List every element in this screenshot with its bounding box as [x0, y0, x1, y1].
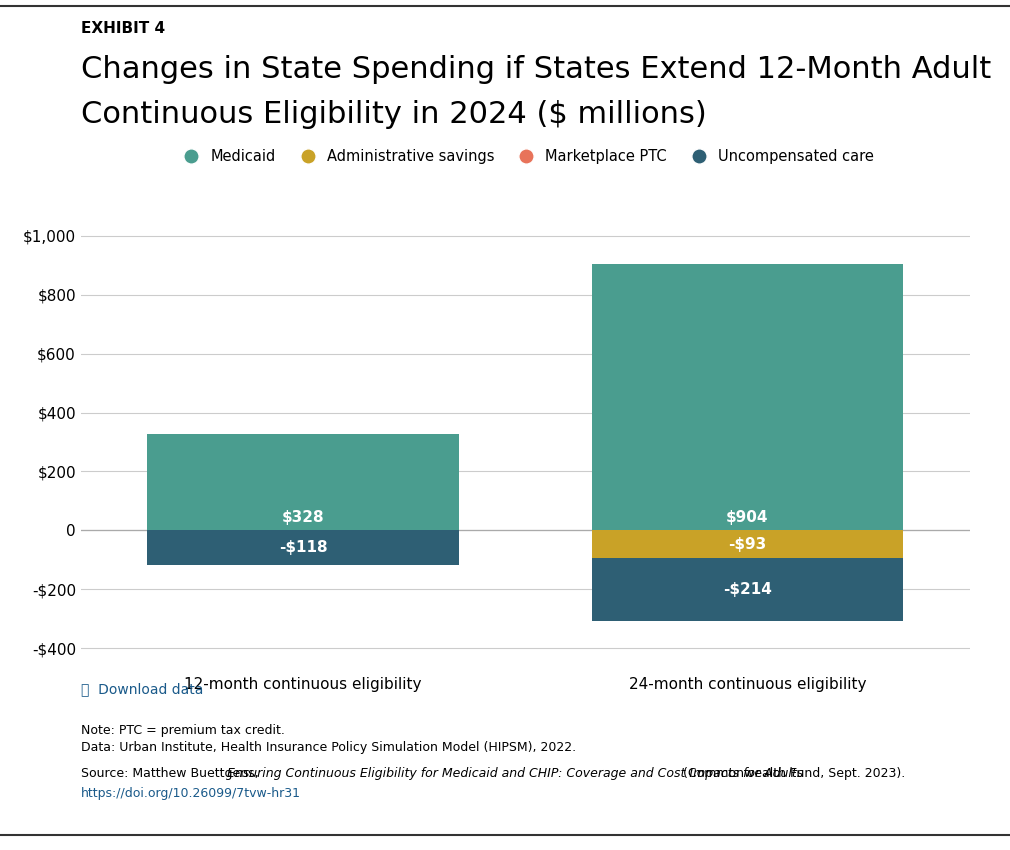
Text: ⤓  Download data: ⤓ Download data: [81, 683, 203, 696]
Text: -$214: -$214: [723, 582, 772, 597]
Text: -$118: -$118: [279, 541, 327, 555]
Text: Continuous Eligibility in 2024 ($ millions): Continuous Eligibility in 2024 ($ millio…: [81, 100, 707, 129]
Text: Data: Urban Institute, Health Insurance Policy Simulation Model (HIPSM), 2022.: Data: Urban Institute, Health Insurance …: [81, 741, 576, 754]
Bar: [147, 434, 459, 530]
Text: https://doi.org/10.26099/7tvw-hr31: https://doi.org/10.26099/7tvw-hr31: [81, 787, 301, 800]
Text: Source: Matthew Buettgens,: Source: Matthew Buettgens,: [81, 767, 263, 779]
Text: $904: $904: [726, 509, 769, 524]
Bar: [592, 558, 903, 620]
Text: $328: $328: [282, 509, 324, 524]
Text: (Commonwealth Fund, Sept. 2023).: (Commonwealth Fund, Sept. 2023).: [679, 767, 905, 779]
Bar: [147, 530, 459, 565]
Bar: [592, 530, 903, 558]
Text: EXHIBIT 4: EXHIBIT 4: [81, 21, 165, 37]
Text: Changes in State Spending if States Extend 12-Month Adult: Changes in State Spending if States Exte…: [81, 55, 991, 84]
Text: -$93: -$93: [728, 536, 767, 552]
Legend: Medicaid, Administrative savings, Marketplace PTC, Uncompensated care: Medicaid, Administrative savings, Market…: [177, 149, 874, 164]
Text: Note: PTC = premium tax credit.: Note: PTC = premium tax credit.: [81, 724, 285, 737]
Text: Ensuring Continuous Eligibility for Medicaid and CHIP: Coverage and Cost Impacts: Ensuring Continuous Eligibility for Medi…: [226, 767, 803, 779]
Bar: [592, 264, 903, 530]
